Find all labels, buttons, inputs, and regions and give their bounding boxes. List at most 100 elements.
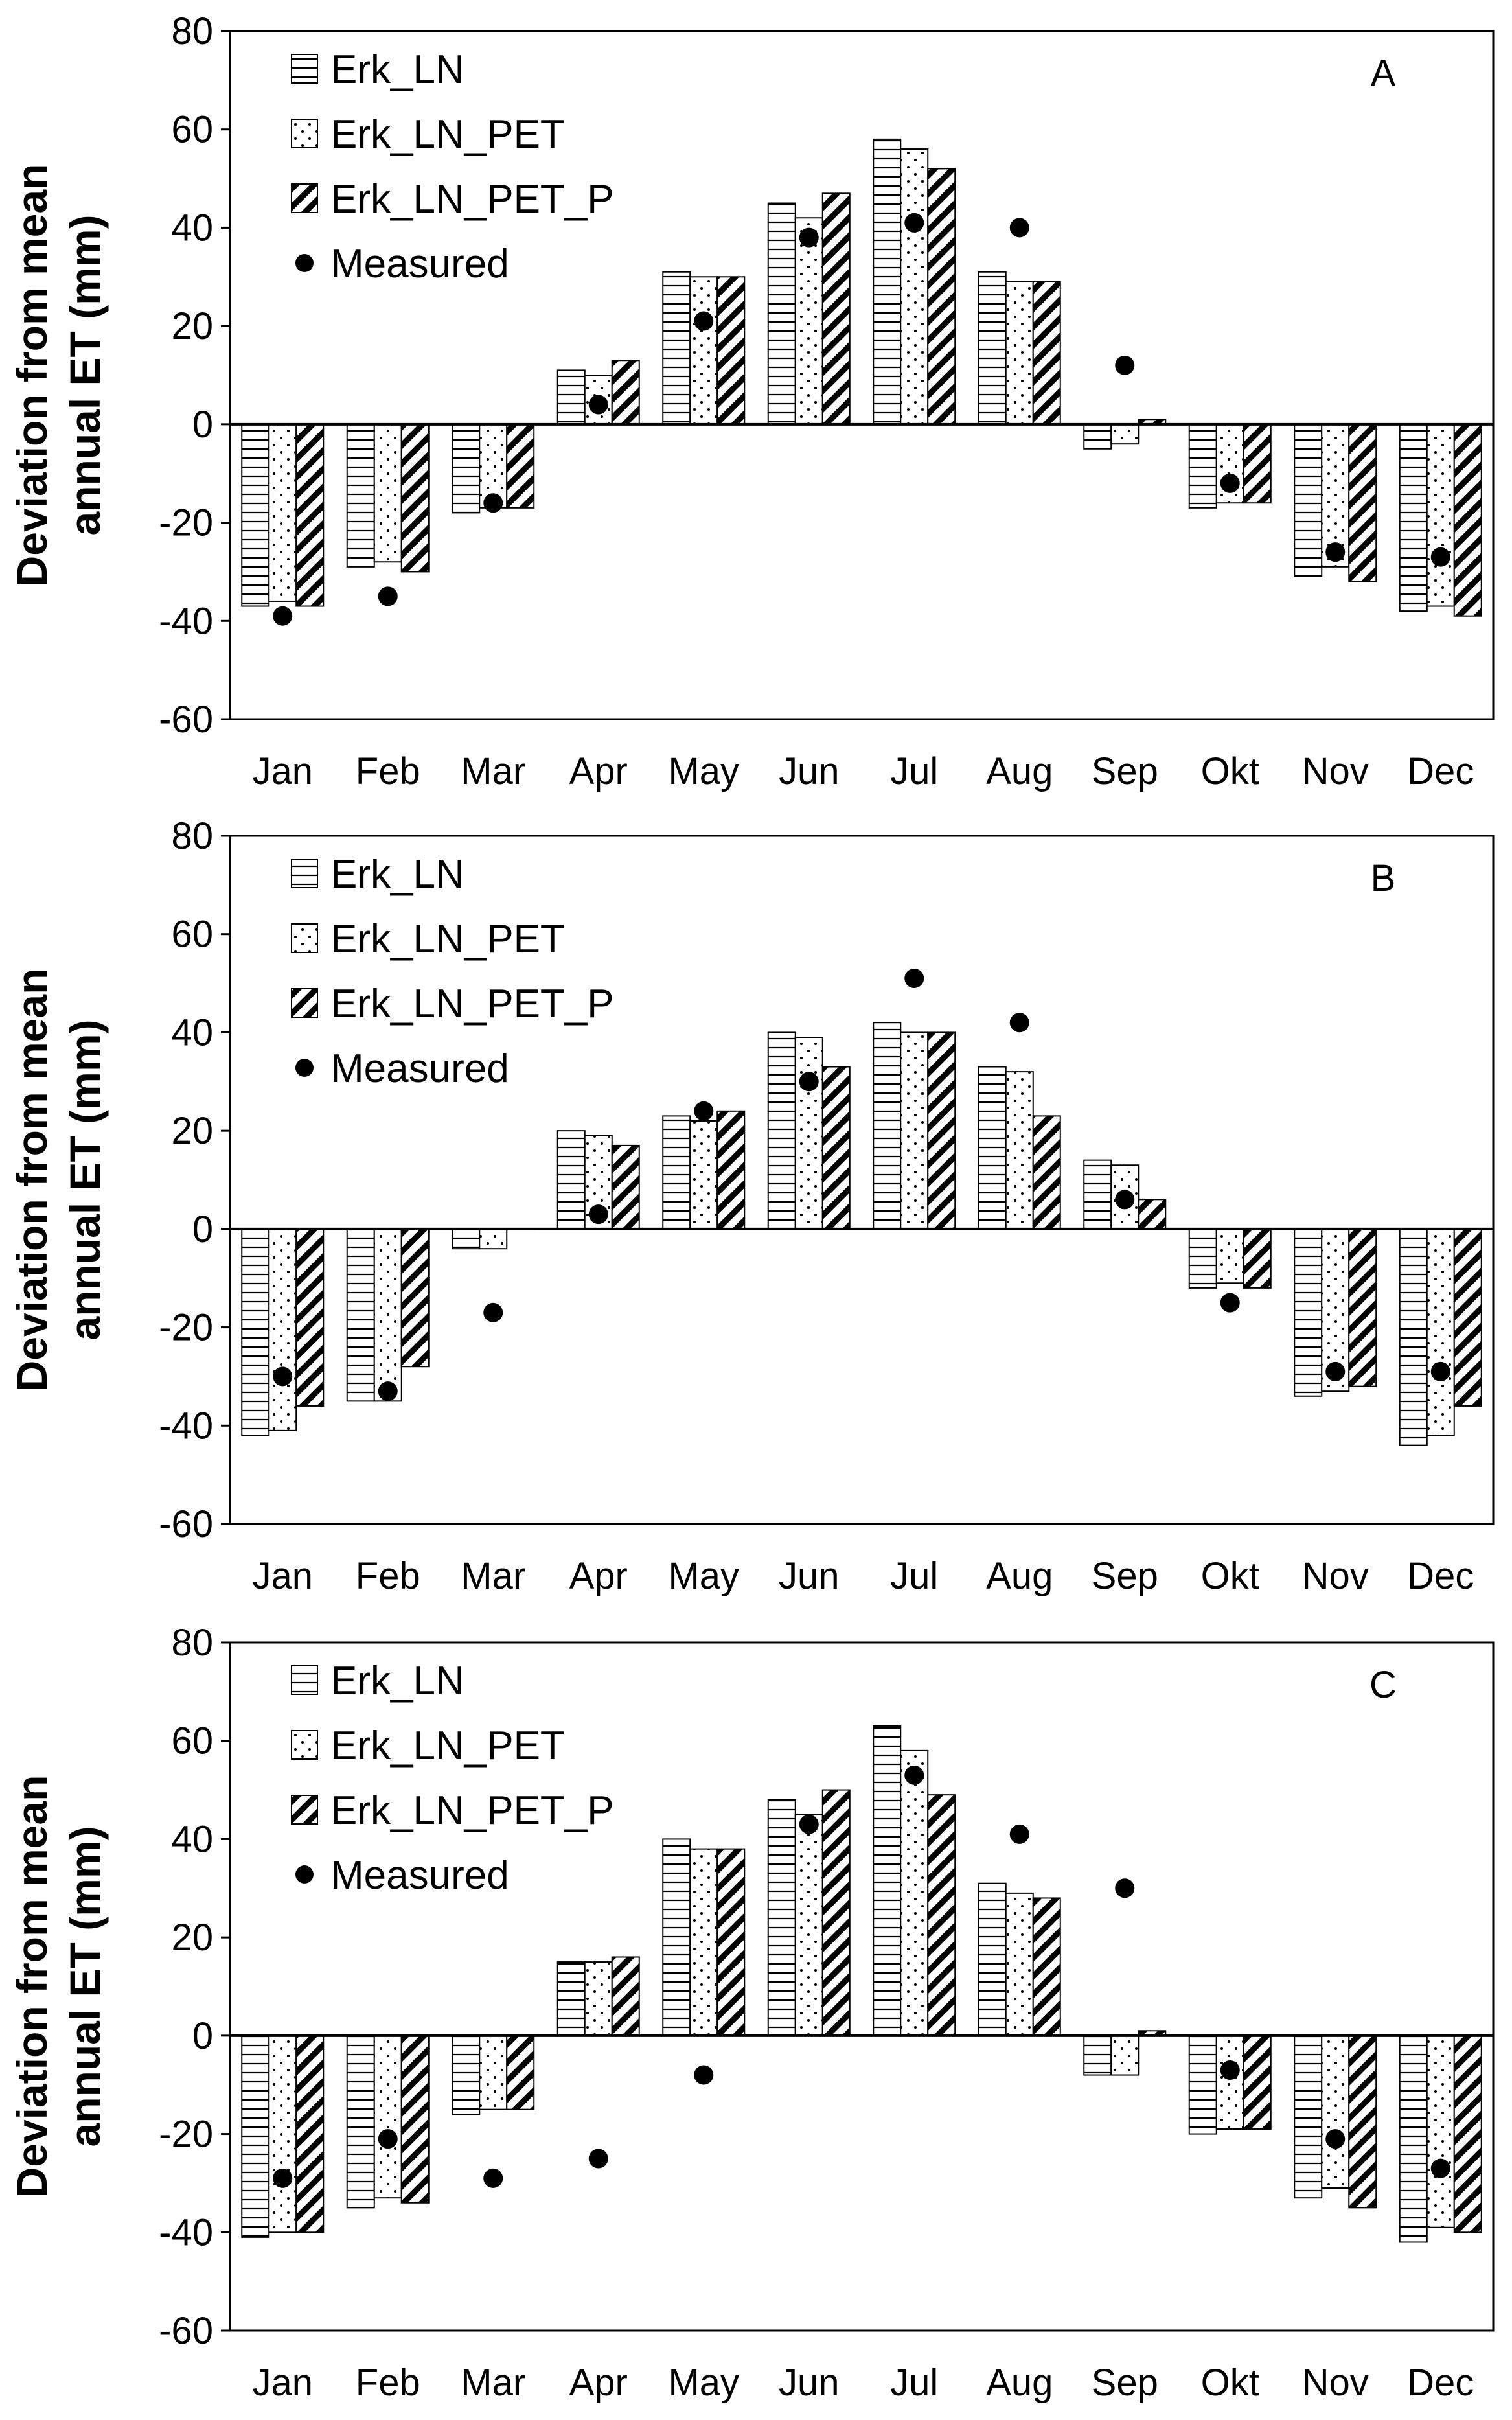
point-measured-jul: [904, 213, 924, 233]
x-tick-label: Jan: [252, 1555, 313, 1597]
bar-erk-ln-pet-feb: [373, 2034, 402, 2199]
point-measured-dec: [1430, 2158, 1450, 2178]
bar-erk-ln-pet-jul: [900, 1031, 929, 1230]
point-measured-jul: [904, 968, 924, 988]
chart-panel-b: -60 -40 -20 0 20 40 60 80 Deviation from mean ann…: [8, 815, 1495, 1597]
bar-erk-ln-pet-okt: [1215, 1228, 1244, 1284]
panel-label: B: [1371, 857, 1396, 899]
legend-swatch-erk-ln-pet: [291, 119, 318, 148]
point-measured-feb: [378, 2129, 398, 2149]
point-measured-sep: [1115, 355, 1135, 375]
bar-erk-ln-pet-p-nov: [1348, 1228, 1377, 1387]
x-tick-label: Nov: [1302, 1555, 1369, 1597]
bar-erk-ln-pet-p-feb: [400, 423, 430, 573]
x-tick-label: Jul: [890, 1555, 938, 1597]
legend-label: Measured: [330, 242, 509, 286]
bar-erk-ln-pet-p-jul: [927, 1031, 956, 1230]
legend-swatch-erk-ln-pet-p: [291, 988, 318, 1018]
y-tick-label: 20: [171, 305, 213, 347]
bar-erk-ln-jun: [767, 202, 796, 425]
bar-erk-ln-may: [662, 1115, 691, 1230]
y-tick-label: -20: [159, 1307, 213, 1349]
x-tick-label: Jan: [252, 750, 313, 792]
legend-label: Erk_LN_PET: [330, 1723, 565, 1768]
y-tick-label: -40: [159, 2211, 213, 2253]
bar-erk-ln-may: [662, 1838, 691, 2036]
legend-marker-measured: [295, 1865, 314, 1884]
y-tick-label: 40: [171, 1011, 213, 1054]
legend: Erk_LN Erk_LN_PET Erk_LN_PET_P Measured: [291, 852, 614, 1091]
bar-erk-ln-jan: [241, 1228, 270, 1436]
bar-erk-ln-feb: [346, 1228, 375, 1402]
y-tick-label: -40: [159, 1405, 213, 1447]
bar-erk-ln-pet-p-may: [716, 1110, 746, 1230]
y-tick-label: 60: [171, 1720, 213, 1762]
bar-erk-ln-pet-apr: [584, 1961, 613, 2036]
x-tick-label: Mar: [461, 750, 525, 792]
legend-swatch-erk-ln: [291, 1665, 318, 1695]
legend-label: Erk_LN: [330, 1659, 464, 1703]
x-tick-label: Aug: [986, 2362, 1053, 2404]
plot-frame: [229, 30, 1495, 720]
y-tick-label: 20: [171, 1917, 213, 1959]
bar-erk-ln-pet-p-okt: [1243, 2034, 1272, 2130]
bar-erk-ln-pet-p-mar: [506, 423, 535, 509]
bar-erk-ln-aug: [978, 1066, 1007, 1230]
bar-erk-ln-pet-p-jan: [295, 423, 325, 607]
x-tick-label: Jul: [890, 2362, 938, 2404]
legend-label: Erk_LN_PET_P: [330, 177, 614, 222]
bar-erk-ln-nov: [1294, 2034, 1323, 2199]
bar-erk-ln-may: [662, 271, 691, 425]
y-axis-label: Deviation from mean annual ET (mm): [8, 164, 109, 587]
point-measured-jul: [904, 1765, 924, 1785]
bar-erk-ln-sep: [1083, 1159, 1112, 1230]
bar-erk-ln-pet-dec: [1426, 1228, 1455, 1436]
point-measured-dec: [1430, 1361, 1450, 1381]
x-tick-label: Jun: [779, 1555, 840, 1597]
y-tick-label: 20: [171, 1110, 213, 1152]
bar-erk-ln-pet-p-mar: [506, 2034, 535, 2110]
bar-erk-ln-pet-mar: [479, 2034, 508, 2110]
chart-panel-c: -60 -40 -20 0 20 40 60 80 Deviation from mean ann…: [8, 1622, 1495, 2404]
legend-label: Erk_LN: [330, 852, 464, 897]
x-tick-label: Aug: [986, 1555, 1053, 1597]
point-measured-jan: [273, 2168, 293, 2188]
x-tick-label: Nov: [1302, 750, 1369, 792]
bar-erk-ln-pet-p-aug: [1032, 1897, 1061, 2036]
point-measured-apr: [588, 2149, 608, 2169]
x-tick-label: Okt: [1201, 2362, 1259, 2404]
point-measured-jun: [799, 1814, 819, 1834]
x-tick-label: May: [668, 2362, 739, 2404]
x-tick-label: Feb: [356, 750, 420, 792]
bar-erk-ln-pet-p-dec: [1453, 1228, 1482, 1407]
bar-erk-ln-pet-p-aug: [1032, 1115, 1061, 1230]
bar-erk-ln-pet-may: [689, 1848, 718, 2036]
bar-erk-ln-nov: [1294, 423, 1323, 578]
y-tick-label: 80: [171, 815, 213, 857]
bar-erk-ln-pet-jan: [268, 423, 297, 602]
x-tick-label: Mar: [461, 1555, 525, 1597]
y-tick-label: 80: [171, 10, 213, 52]
point-measured-may: [694, 1101, 714, 1121]
point-measured-dec: [1430, 547, 1450, 567]
bar-erk-ln-pet-p-okt: [1243, 1228, 1272, 1289]
bar-erk-ln-okt: [1188, 423, 1217, 509]
bar-erk-ln-pet-jan: [268, 2034, 297, 2233]
bar-erk-ln-jul: [873, 1725, 902, 2036]
bar-erk-ln-apr: [556, 1130, 586, 1230]
bar-erk-ln-jan: [241, 423, 270, 607]
bar-erk-ln-sep: [1083, 2034, 1112, 2076]
bar-erk-ln-pet-aug: [1005, 1071, 1034, 1230]
bar-erk-ln-pet-aug: [1005, 281, 1034, 425]
bar-erk-ln-pet-jul: [900, 1749, 929, 2036]
bar-erk-ln-pet-jun: [794, 217, 823, 425]
y-axis-label: Deviation from mean annual ET (mm): [8, 1775, 109, 2198]
y-axis-label-line: annual ET (mm): [61, 1019, 109, 1340]
bar-erk-ln-mar: [452, 1228, 481, 1250]
bar-erk-ln-jun: [767, 1031, 796, 1230]
bar-erk-ln-pet-p-sep: [1138, 1199, 1167, 1230]
y-tick-label: 40: [171, 207, 213, 249]
x-tick-label: Dec: [1407, 2362, 1474, 2404]
bar-erk-ln-dec: [1399, 1228, 1428, 1446]
